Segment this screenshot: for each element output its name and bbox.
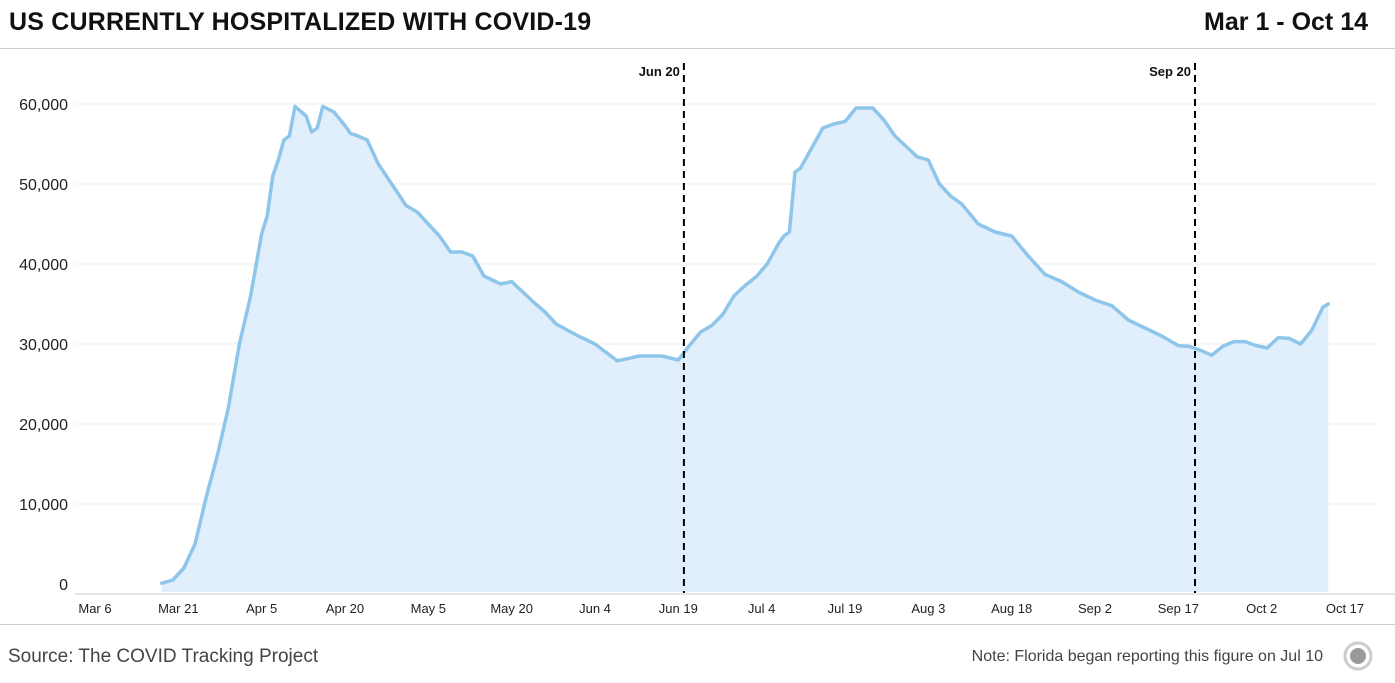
- y-tick-label: 20,000: [19, 417, 68, 434]
- x-tick-label: Oct 2: [1246, 601, 1277, 616]
- x-tick-label: Jul 4: [748, 601, 775, 616]
- x-tick-label: Apr 5: [246, 601, 277, 616]
- x-tick-label: Sep 2: [1078, 601, 1112, 616]
- y-tick-label: 60,000: [19, 97, 68, 114]
- y-tick-label: 50,000: [19, 177, 68, 194]
- x-tick-label: May 20: [490, 601, 533, 616]
- x-tick-label: Jun 19: [659, 601, 698, 616]
- chart-title: US CURRENTLY HOSPITALIZED WITH COVID-19: [9, 8, 592, 36]
- area-layer: [159, 104, 1331, 593]
- x-tick-label: Apr 20: [326, 601, 364, 616]
- note-text: Note: Florida began reporting this figur…: [971, 648, 1323, 665]
- x-tick-label: Aug 3: [911, 601, 945, 616]
- annotation-layer: Jun 20 Sep 20: [639, 63, 1196, 593]
- x-tick-label: Sep 17: [1158, 601, 1199, 616]
- date-range: Mar 1 - Oct 14: [1204, 8, 1368, 36]
- hospitalization-chart: Jun 20 Sep 20 0 10,000 20,000 30,000 40,000 50…: [19, 63, 1395, 616]
- x-tick-label: Oct 17: [1326, 601, 1364, 616]
- footer-divider: [0, 624, 1395, 625]
- x-tick-label: Jul 19: [828, 601, 863, 616]
- x-tick-label: Jun 4: [579, 601, 611, 616]
- annotation-label: Sep 20: [1149, 64, 1191, 79]
- y-tick-label: 40,000: [19, 257, 68, 274]
- annotation-label: Jun 20: [639, 64, 680, 79]
- x-tick-label: Mar 6: [78, 601, 111, 616]
- area-fill: [161, 106, 1329, 593]
- covid-tracking-logo-icon: [1343, 641, 1373, 671]
- hospitalized-line: [159, 104, 1331, 585]
- axis-layer: 0 10,000 20,000 30,000 40,000 50,000 60,000 Mar…: [19, 97, 1364, 616]
- source-text: Source: The COVID Tracking Project: [8, 646, 319, 667]
- x-tick-label: May 5: [411, 601, 446, 616]
- y-tick-label: 30,000: [19, 337, 68, 354]
- header-divider: [0, 48, 1395, 49]
- y-tick-label: 10,000: [19, 497, 68, 514]
- x-tick-label: Aug 18: [991, 601, 1032, 616]
- x-tick-label: Mar 21: [158, 601, 198, 616]
- y-tick-label: 0: [59, 577, 68, 594]
